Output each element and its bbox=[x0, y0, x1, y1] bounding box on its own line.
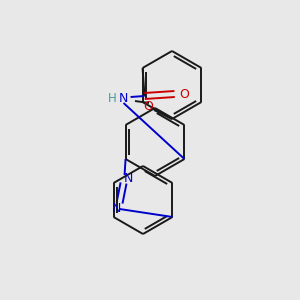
Text: O: O bbox=[180, 88, 190, 100]
Text: N: N bbox=[119, 92, 128, 106]
Text: N: N bbox=[112, 202, 121, 214]
Text: N: N bbox=[124, 172, 133, 184]
Text: O: O bbox=[143, 100, 153, 113]
Text: H: H bbox=[108, 92, 117, 106]
